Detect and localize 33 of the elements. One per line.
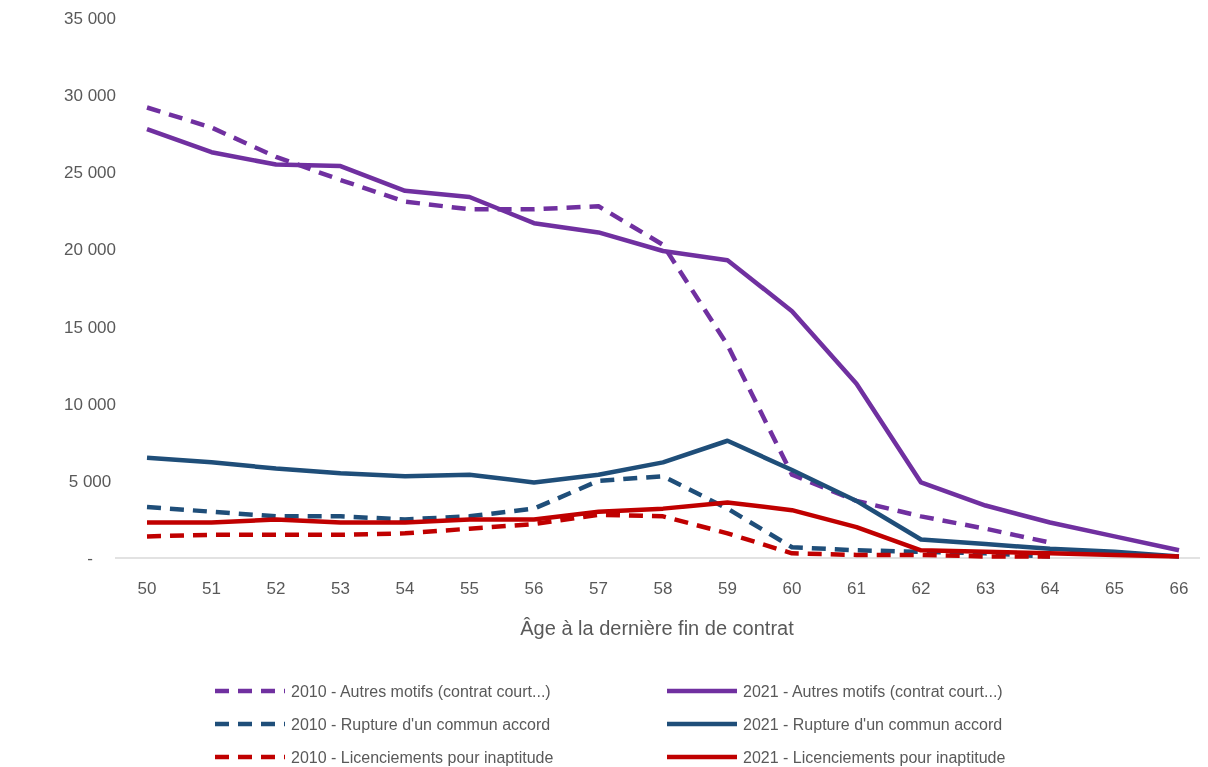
y-tick-label: 30 000 [64, 86, 116, 106]
y-tick-label: - [87, 548, 93, 568]
x-tick-label: 58 [653, 578, 673, 598]
x-tick-label: 52 [266, 578, 286, 598]
x-tick-label: 50 [137, 578, 157, 598]
x-tick-label: 57 [589, 578, 608, 598]
x-axis-title: Âge à la dernière fin de contrat [520, 617, 795, 639]
legend-label: 2021 - Licenciements pour inaptitude [743, 748, 1006, 766]
line-series [144, 500, 1182, 559]
legend-label: 2021 - Rupture d'un commun accord [743, 715, 1003, 733]
y-tick-label: 15 000 [64, 317, 116, 337]
y-tick-label: 25 000 [64, 163, 116, 183]
x-tick-label: 63 [976, 578, 995, 598]
legend-label: 2010 - Autres motifs (contrat court...) [291, 682, 551, 700]
x-tick-label: 65 [1105, 578, 1124, 598]
x-tick-label: 56 [524, 578, 544, 598]
x-tick-label: 61 [847, 578, 866, 598]
x-tick-label: 64 [1040, 578, 1060, 598]
x-tick-label: 66 [1169, 578, 1189, 598]
x-tick-label: 60 [782, 578, 802, 598]
x-tick-label: 54 [395, 578, 415, 598]
x-tick-label: 62 [911, 578, 931, 598]
y-tick-label: 10 000 [64, 394, 116, 414]
x-tick-label: 55 [460, 578, 479, 598]
legend-label: 2021 - Autres motifs (contrat court...) [743, 682, 1003, 700]
legend-label: 2010 - Licenciements pour inaptitude [291, 748, 554, 766]
y-tick-label: 35 000 [64, 8, 116, 28]
x-tick-label: 53 [331, 578, 350, 598]
y-tick-label: 5 000 [68, 471, 112, 491]
legend-label: 2010 - Rupture d'un commun accord [291, 715, 551, 733]
x-tick-label: 59 [718, 578, 737, 598]
y-tick-label: 20 000 [64, 240, 116, 260]
x-tick-label: 51 [202, 578, 221, 598]
